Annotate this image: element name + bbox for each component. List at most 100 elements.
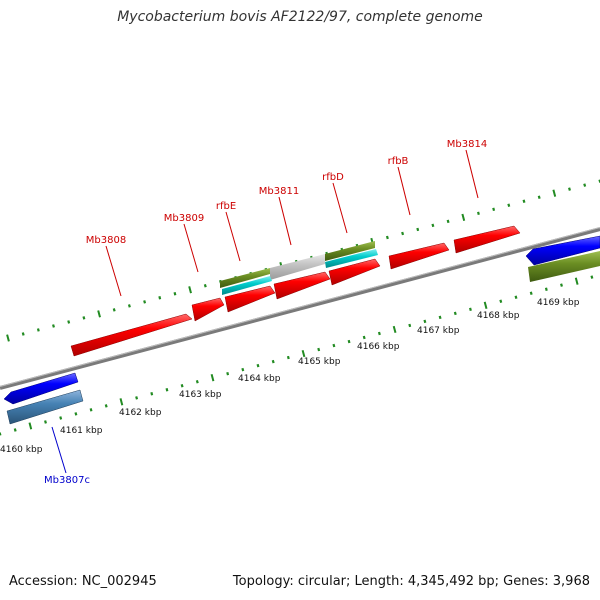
upper-track-minor-tick <box>82 316 86 320</box>
gene-label-mb3807c[interactable]: Mb3807c <box>44 475 90 486</box>
lower-track-minor-tick <box>241 367 245 372</box>
gene-label-rfbb[interactable]: rfbB <box>388 156 409 167</box>
lower-tick-track <box>0 275 594 436</box>
lower-track-minor-tick <box>271 359 275 364</box>
feature-reverse-right[interactable] <box>525 235 600 266</box>
leader-rfbd <box>332 182 348 234</box>
feature-reverse-left[interactable] <box>3 372 79 405</box>
lower-track-major-tick <box>210 374 215 382</box>
upper-track-major-tick <box>6 334 10 342</box>
forward-features <box>70 225 521 357</box>
lower-track-minor-tick <box>195 380 199 384</box>
lower-track-minor-tick <box>74 412 78 416</box>
tick-label: 4162 kbp <box>119 408 162 418</box>
gene-label-mb3814[interactable]: Mb3814 <box>447 139 487 150</box>
upper-track-major-tick <box>552 189 557 197</box>
green-band-left[interactable] <box>220 268 270 288</box>
reverse-features <box>3 235 600 425</box>
feature-rfbe[interactable] <box>224 285 276 313</box>
lower-track-minor-tick <box>13 428 17 432</box>
tick-label-group: 4160 kbp 4161 kbp 4162 kbp 4163 kbp 4164 kbp… <box>0 298 580 455</box>
upper-track-minor-tick <box>416 227 420 232</box>
feature-mb3811[interactable] <box>273 271 331 300</box>
grey-band[interactable] <box>270 254 325 280</box>
upper-track-minor-tick <box>401 231 405 236</box>
upper-track-minor-tick <box>127 304 131 308</box>
lower-track-minor-tick <box>438 315 442 320</box>
backbone-line <box>0 227 600 390</box>
leader-mb3811 <box>278 196 292 246</box>
upper-track-minor-tick <box>522 199 526 203</box>
lower-track-minor-tick <box>180 384 184 388</box>
lower-track-minor-tick <box>469 307 472 312</box>
upper-track-minor-tick <box>537 195 541 199</box>
backbone-highlight <box>0 227 600 387</box>
leader-mb3809 <box>183 223 199 273</box>
lower-track-minor-tick <box>332 343 336 348</box>
upper-track-major-tick <box>97 310 101 318</box>
upper-track-minor-tick <box>112 308 116 312</box>
lower-track-minor-tick <box>226 371 230 376</box>
upper-track-minor-tick <box>67 320 71 324</box>
lower-track-minor-tick <box>165 388 169 392</box>
gene-label-mb3809[interactable]: Mb3809 <box>164 213 204 224</box>
lower-track-minor-tick <box>560 283 563 287</box>
lower-track-minor-tick <box>453 311 457 316</box>
lower-track-minor-tick <box>256 363 260 368</box>
feature-mb3808[interactable] <box>70 313 193 357</box>
leader-lines <box>51 149 479 474</box>
lower-track-major-tick <box>119 398 124 406</box>
upper-track-minor-tick <box>431 223 435 228</box>
upper-track-minor-tick <box>158 296 162 300</box>
upper-track-minor-tick <box>492 207 496 212</box>
lower-track-minor-tick <box>529 291 533 295</box>
feature-mb3807c[interactable] <box>6 389 84 425</box>
upper-track-minor-tick <box>36 328 40 332</box>
upper-track-minor-tick <box>52 324 55 328</box>
lower-track-minor-tick <box>514 295 518 299</box>
lower-track-major-tick <box>301 349 306 358</box>
feature-rfbb[interactable] <box>388 242 450 270</box>
lower-track-minor-tick <box>44 420 47 424</box>
map-title: Mycobacterium bovis AF2122/97, complete … <box>117 9 483 25</box>
leader-mb3807c <box>51 426 67 474</box>
feature-green-right[interactable] <box>528 251 600 282</box>
lower-track-minor-tick <box>423 319 427 324</box>
feature-rfbd[interactable] <box>328 258 381 286</box>
tick-label: 4169 kbp <box>537 298 580 308</box>
green-band-right[interactable] <box>325 241 375 261</box>
lower-track-minor-tick <box>544 287 548 291</box>
lower-track-major-tick <box>392 325 397 334</box>
lower-track-minor-tick <box>317 347 321 352</box>
upper-track-minor-tick <box>203 284 207 288</box>
genome-summary-text: Topology: circular; Length: 4,345,492 bp… <box>232 574 590 589</box>
upper-track-minor-tick <box>568 187 571 191</box>
gene-label-rfbd[interactable]: rfbD <box>322 172 344 183</box>
gene-label-mb3811[interactable]: Mb3811 <box>259 186 299 197</box>
lower-track-minor-tick <box>347 339 351 344</box>
lower-track-major-tick <box>483 301 488 309</box>
upper-track-minor-tick <box>446 219 450 224</box>
cyan-band-right[interactable] <box>325 249 378 268</box>
lower-track-minor-tick <box>59 416 63 420</box>
upper-track-minor-tick <box>385 235 389 240</box>
lower-track-major-tick <box>574 277 579 285</box>
upper-track-major-tick <box>461 213 466 221</box>
upper-track-minor-tick <box>583 183 587 187</box>
feature-mb3809[interactable] <box>191 297 225 322</box>
lower-track-minor-tick <box>135 396 139 400</box>
tick-label: 4167 kbp <box>417 326 460 336</box>
accession-text: Accession: NC_002945 <box>9 574 157 589</box>
tick-label: 4164 kbp <box>238 374 281 384</box>
tick-label: 4163 kbp <box>179 390 222 400</box>
gene-label-rfbe[interactable]: rfbE <box>216 201 236 212</box>
lower-track-minor-tick <box>150 392 154 396</box>
feature-mb3814[interactable] <box>453 225 521 254</box>
upper-track-minor-tick <box>507 203 511 207</box>
tick-label: 4160 kbp <box>0 445 43 455</box>
upper-track-major-tick <box>188 286 192 294</box>
gene-label-mb3808[interactable]: Mb3808 <box>86 235 126 246</box>
lower-track-minor-tick <box>590 275 594 279</box>
cyan-band-left[interactable] <box>222 276 272 295</box>
